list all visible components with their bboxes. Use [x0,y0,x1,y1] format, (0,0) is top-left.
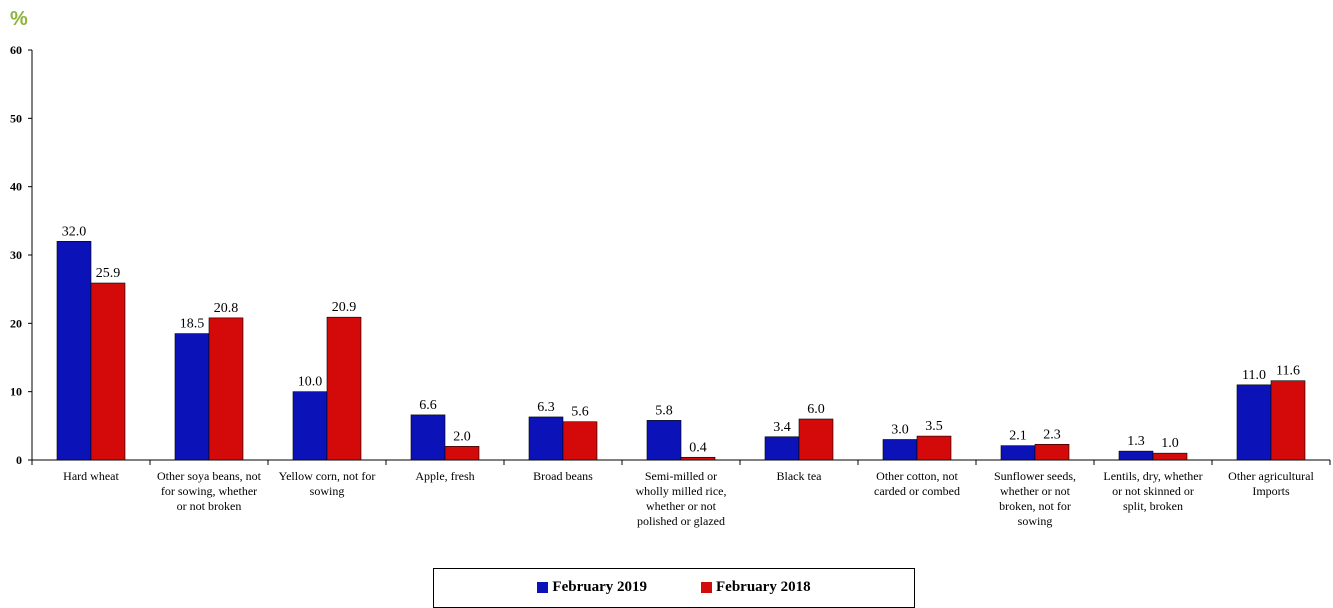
bar-february-2018-lentils-dry-whether-or-not-skinned-or-split-broken [1153,453,1187,460]
data-label-february-2018-9: 1.0 [1161,436,1179,451]
legend-label-february-2018: February 2018 [716,579,811,596]
data-label-february-2018-4: 5.6 [571,405,589,420]
bar-february-2019-other-cotton-not-carded-or-combed [883,440,917,461]
bar-february-2018-other-soya-beans-not-for-sowing-whether-or-not-broken [209,318,243,460]
category-label-semi-milled-or-wholly-milled-rice-whether-or-not-polished-or-glazed: Semi-milled or wholly milled rice, whether… [636,469,727,528]
data-label-february-2019-2: 10.0 [298,375,323,390]
y-tick-label-60: 60 [10,43,22,57]
bar-february-2019-apple-fresh [411,415,445,460]
bar-february-2019-yellow-corn-not-for-sowing [293,392,327,460]
category-label-apple-fresh: Apple, fresh [415,469,474,483]
bar-february-2018-black-tea [799,419,833,460]
category-label-black-tea: Black tea [777,469,823,483]
data-label-february-2018-2: 20.9 [332,300,357,315]
data-label-february-2018-0: 25.9 [96,266,121,281]
bars [57,241,1305,460]
bar-february-2018-yellow-corn-not-for-sowing [327,317,361,460]
bar-february-2018-semi-milled-or-wholly-milled-rice-whether-or-not-polished-or-glazed [681,457,715,460]
bar-february-2018-apple-fresh [445,446,479,460]
category-label-hard-wheat: Hard wheat [63,469,119,483]
data-label-february-2018-1: 20.8 [214,301,239,316]
data-label-february-2019-4: 6.3 [537,400,555,415]
data-label-february-2019-8: 2.1 [1009,429,1027,444]
data-label-february-2018-8: 2.3 [1043,427,1061,442]
data-label-february-2018-10: 11.6 [1276,364,1300,379]
legend-swatch-february-2019 [537,582,548,593]
category-label-sunflower-seeds-whether-or-not-broken-not-for-sowing: Sunflower seeds, whether or not broken, no… [994,469,1076,528]
data-label-february-2019-0: 32.0 [62,224,87,239]
data-label-february-2019-3: 6.6 [419,398,437,413]
data-label-february-2019-5: 5.8 [655,403,673,418]
legend-label-february-2019: February 2019 [552,579,647,596]
data-label-february-2019-6: 3.4 [773,420,791,435]
data-label-february-2019-10: 11.0 [1242,368,1266,383]
y-tick-label-50: 50 [10,111,22,125]
bar-february-2018-hard-wheat [91,283,125,460]
category-label-lentils-dry-whether-or-not-skinned-or-split-broken: Lentils, dry, whether or not skinned or sp… [1103,469,1202,513]
bar-february-2019-other-agricultural-imports [1237,385,1271,460]
data-label-february-2018-3: 2.0 [453,429,471,444]
legend: February 2019 February 2018 [433,568,915,608]
bar-february-2019-other-soya-beans-not-for-sowing-whether-or-not-broken [175,334,209,460]
data-label-february-2019-7: 3.0 [891,423,909,438]
category-label-other-cotton-not-carded-or-combed: Other cotton, not carded or combed [874,469,960,498]
data-label-february-2018-5: 0.4 [689,440,707,455]
legend-item-february-2018: February 2018 [701,579,811,596]
data-label-february-2018-6: 6.0 [807,402,825,417]
y-tick-label-30: 30 [10,248,22,262]
bar-february-2019-sunflower-seeds-whether-or-not-broken-not-for-sowing [1001,446,1035,460]
y-tick-label-0: 0 [16,453,22,467]
category-label-broad-beans: Broad beans [533,469,593,483]
bar-february-2018-broad-beans [563,422,597,460]
category-label-other-soya-beans-not-for-sowing-whether-or-not-broken: Other soya beans, not for sowing, whether… [157,469,262,513]
category-labels: Hard wheat Other soya beans, not for sowin… [63,469,1314,528]
data-label-february-2019-9: 1.3 [1127,434,1145,449]
category-label-other-agricultural-imports: Other agricultural Imports [1228,469,1314,498]
legend-swatch-february-2018 [701,582,712,593]
bar-february-2019-semi-milled-or-wholly-milled-rice-whether-or-not-polished-or-glazed [647,420,681,460]
category-label-yellow-corn-not-for-sowing: Yellow corn, not for sowing [279,469,376,498]
bar-february-2018-sunflower-seeds-whether-or-not-broken-not-for-sowing [1035,444,1069,460]
bar-february-2018-other-cotton-not-carded-or-combed [917,436,951,460]
data-label-february-2018-7: 3.5 [925,419,943,434]
legend-item-february-2019: February 2019 [537,579,647,596]
bar-february-2019-hard-wheat [57,241,91,460]
bar-february-2019-lentils-dry-whether-or-not-skinned-or-split-broken [1119,451,1153,460]
bar-february-2018-other-agricultural-imports [1271,381,1305,460]
bar-february-2019-broad-beans [529,417,563,460]
y-tick-label-10: 10 [10,385,22,399]
data-label-february-2019-1: 18.5 [180,317,205,332]
bar-february-2019-black-tea [765,437,799,460]
y-tick-label-20: 20 [10,316,22,330]
y-unit-label: % [10,8,28,30]
y-tick-label-40: 40 [10,180,22,194]
